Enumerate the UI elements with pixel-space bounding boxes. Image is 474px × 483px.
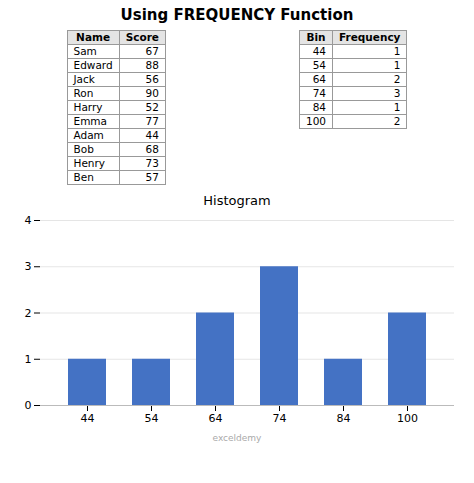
html-text:88: 88 (145, 59, 159, 71)
svg-text:100: 100 (397, 412, 418, 425)
html-text:57: 57 (145, 171, 159, 183)
svg-text:54: 54 (145, 412, 159, 425)
html-text:Ben: Ben (73, 171, 94, 183)
html-text:Bin: Bin (306, 31, 326, 43)
svg-text:4: 4 (25, 214, 32, 227)
html-text:exceldemy: exceldemy (212, 433, 262, 443)
html-text:73: 73 (145, 157, 159, 169)
html-text:Jack: Jack (73, 73, 95, 85)
html-text:Bob: Bob (73, 143, 94, 155)
svg-text:44: 44 (81, 412, 95, 425)
html-text:Name: Name (76, 31, 110, 43)
svg-text:2: 2 (25, 307, 32, 320)
html-text:Harry: Harry (73, 101, 103, 113)
html-text:3: 3 (393, 87, 401, 99)
html-text:2: 2 (393, 73, 401, 85)
svg-text:84: 84 (337, 412, 351, 425)
svg-text:3: 3 (25, 260, 32, 273)
html-text:Edward: Edward (73, 59, 113, 71)
svg-text:74: 74 (273, 412, 287, 425)
html-text:84: 84 (312, 101, 326, 113)
html-text:1: 1 (393, 59, 401, 71)
html-text:Score: Score (125, 31, 159, 43)
html-text:2: 2 (393, 115, 401, 127)
html-text:74: 74 (312, 87, 326, 99)
svg-text:1: 1 (25, 353, 32, 366)
html-text:Adam: Adam (73, 129, 104, 141)
html-text:1: 1 (393, 45, 401, 57)
html-text:Emma: Emma (73, 115, 107, 127)
html-text:77: 77 (145, 115, 159, 127)
html-text:90: 90 (145, 87, 159, 99)
html-text:100: 100 (306, 115, 326, 127)
html-text:52: 52 (145, 101, 159, 113)
html-text:Ron: Ron (73, 87, 94, 99)
html-text:Histogram: Histogram (203, 193, 271, 208)
html-text:64: 64 (312, 73, 326, 85)
html-text:67: 67 (145, 45, 159, 57)
html-text:44: 44 (145, 129, 159, 141)
svg-text:64: 64 (209, 412, 223, 425)
html-text:54: 54 (312, 59, 326, 71)
html-text:Using FREQUENCY Function: Using FREQUENCY Function (120, 6, 354, 24)
html-text:1: 1 (393, 101, 401, 113)
html-text:68: 68 (145, 143, 159, 155)
html-text:44: 44 (312, 45, 326, 57)
html-text:56: 56 (145, 73, 159, 85)
html-text:Sam: Sam (73, 45, 97, 57)
svg-text:0: 0 (25, 399, 32, 412)
html-text:Frequency: Frequency (339, 31, 401, 43)
html-text:Henry: Henry (73, 157, 105, 169)
